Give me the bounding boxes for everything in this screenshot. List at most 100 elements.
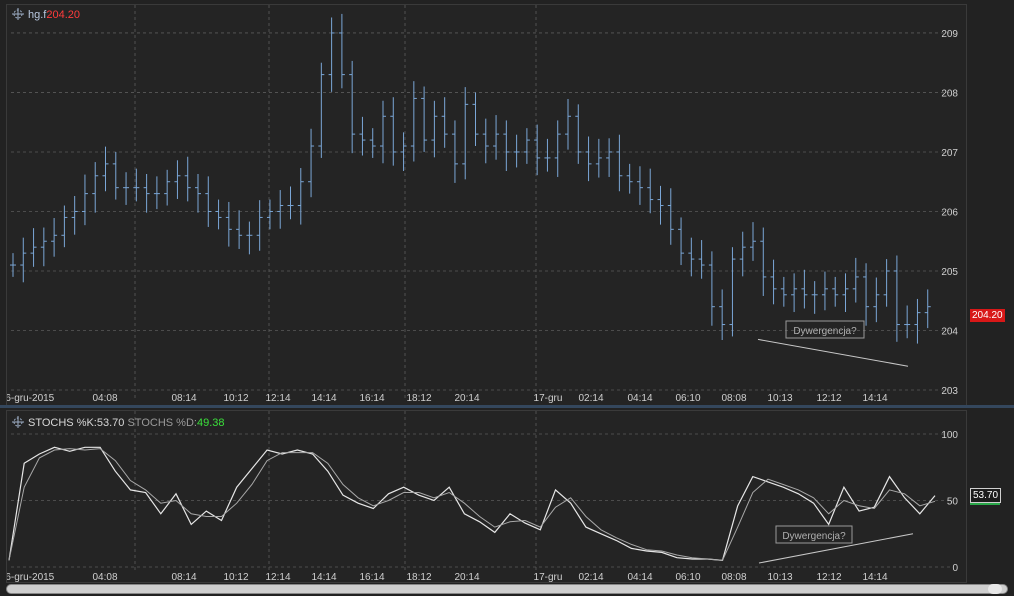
x-tick-label: 16:14: [359, 393, 384, 404]
ohlc-bar: [914, 298, 921, 344]
ohlc-bar: [215, 199, 222, 230]
ohlc-bar: [51, 218, 58, 257]
x-tick-label: 14:14: [862, 572, 887, 582]
ohlc-bar: [729, 247, 736, 337]
x-tick-label: 04:14: [627, 393, 652, 404]
ohlc-bar: [421, 86, 428, 152]
stochastic-title: STOCHS %K:53.70 STOCHS %D:49.38: [12, 416, 224, 429]
ohlc-bar: [678, 217, 685, 266]
ohlc-bar: [791, 273, 798, 313]
x-tick-label: 02:14: [578, 572, 603, 582]
x-tick-label: 04:08: [92, 393, 117, 404]
x-tick-label: 10:12: [223, 393, 248, 404]
ohlc-bar: [719, 289, 726, 341]
ohlc-bar: [770, 259, 777, 305]
ohlc-bar: [30, 228, 37, 267]
ohlc-bar: [482, 118, 489, 164]
stochastic-panel[interactable]: 0 50 100 16-gru-2015 04:08 08:14 10:12 12:14 14:…: [0, 410, 967, 583]
y-tick-label: 204: [941, 326, 958, 337]
x-tick-label: 12:12: [816, 572, 841, 582]
x-tick-label: 08:08: [721, 393, 746, 404]
ohlc-bar: [174, 160, 181, 199]
ohlc-bar: [10, 253, 16, 277]
annotation-box: [785, 320, 865, 339]
horizontal-scrollbar[interactable]: [6, 584, 1008, 594]
price-panel[interactable]: 203 204 205 206 207 208 209 16-gru-2015 04:08 08:…: [0, 4, 967, 406]
ohlc-bar: [821, 271, 828, 311]
ohlc-bar: [20, 237, 27, 283]
ohlc-bar: [40, 227, 47, 267]
x-tick-label: 06:10: [675, 393, 700, 404]
crosshair-icon[interactable]: [12, 8, 24, 20]
x-tick-label: 18:12: [406, 393, 431, 404]
x-tick-label: 12:12: [816, 393, 841, 404]
ohlc-bar: [380, 100, 386, 164]
x-tick-label: 20:14: [454, 572, 479, 582]
ohlc-bar: [390, 97, 397, 166]
divergence-line: [757, 338, 909, 367]
x-tick-label: 04:08: [92, 572, 117, 582]
panel-separator[interactable]: [0, 405, 1014, 408]
ohlc-bar: [852, 257, 859, 303]
ohlc-bar: [667, 188, 674, 245]
ohlc-bar: [112, 151, 119, 200]
ohlc-bar: [739, 231, 746, 277]
x-tick-label: 16-gru-2015: [7, 393, 55, 404]
ohlc-bar: [832, 276, 839, 307]
ohlc-bar: [606, 138, 613, 177]
scroll-right-button[interactable]: [988, 584, 1002, 594]
ohlc-bar: [359, 116, 366, 156]
ohlc-bar: [544, 138, 551, 172]
ohlc-bar: [451, 120, 458, 183]
ohlc-bar: [842, 273, 849, 313]
d-value: 49.38: [196, 417, 225, 429]
x-tick-label: 12:14: [265, 572, 290, 582]
x-tick-label: 02:14: [578, 393, 603, 404]
k-tag: 53.70: [970, 488, 1002, 503]
ohlc-bar: [708, 251, 715, 326]
ohlc-bar: [811, 281, 818, 314]
ohlc-bar: [400, 132, 407, 172]
x-tick-label: 08:14: [171, 572, 196, 582]
crosshair-icon[interactable]: [12, 416, 24, 428]
x-tick-label: 17-gru: [534, 393, 563, 404]
ohlc-bar: [92, 162, 99, 213]
ohlc-bar: [225, 201, 232, 247]
x-tick-label: 08:08: [721, 572, 746, 582]
ohlc-bar: [883, 259, 890, 307]
x-tick-label: 12:14: [265, 393, 290, 404]
ohlc-bar: [924, 289, 931, 329]
x-tick-label: 08:14: [171, 393, 196, 404]
x-tick-label: 18:12: [406, 572, 431, 582]
ohlc-bar: [143, 173, 150, 213]
ohlc-bar: [904, 305, 911, 339]
x-tick-label: 16:14: [359, 572, 384, 582]
annotation-label: Dywergencja?: [782, 531, 846, 542]
ohlc-bar: [133, 168, 140, 202]
ohlc-bar: [61, 205, 68, 248]
ohlc-bar: [338, 13, 345, 89]
y-tick-label: 206: [941, 207, 958, 218]
last-price-label: 204.20: [46, 9, 81, 21]
ohlc-bar: [153, 176, 160, 210]
ohlc-bar: [636, 166, 643, 205]
k-line: [8, 446, 936, 561]
x-tick-label: 20:14: [454, 393, 479, 404]
ohlc-bar: [863, 263, 870, 326]
x-tick-label: 06:10: [675, 572, 700, 582]
ohlc-bar: [410, 81, 417, 162]
ohlc-bar: [184, 156, 191, 202]
ohlc-bar: [472, 92, 479, 147]
y-tick-label: 50: [947, 497, 959, 508]
ohlc-bar: [71, 196, 78, 235]
ohlc-bar: [493, 115, 500, 160]
annotation-box: [775, 525, 853, 544]
ohlc-bar: [513, 134, 520, 168]
x-tick-label: 10:13: [767, 572, 792, 582]
k-value: 53.70: [96, 417, 125, 429]
ohlc-bar: [297, 168, 304, 225]
ohlc-bar: [328, 17, 335, 92]
ohlc-bar: [308, 128, 315, 198]
symbol-label: hg.f: [28, 9, 47, 21]
